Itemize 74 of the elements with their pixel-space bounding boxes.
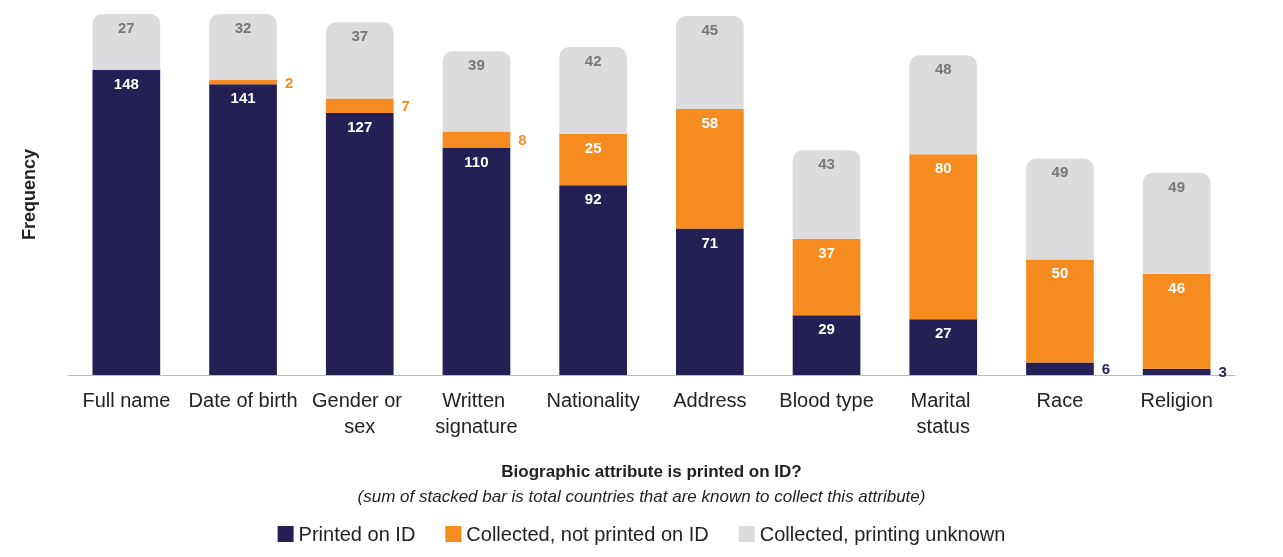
x-tick-label: Full name	[82, 389, 171, 411]
bar	[442, 131, 511, 149]
bar	[1142, 368, 1211, 375]
data-label: 50	[1051, 264, 1069, 282]
x-tick-label: Gender or sex	[311, 389, 408, 437]
data-label: 2	[284, 73, 294, 91]
bar	[792, 238, 861, 316]
legend-label: Printed on ID	[298, 523, 416, 545]
bar	[559, 133, 627, 186]
data-label: 42	[584, 52, 602, 70]
bar	[209, 80, 277, 85]
bar	[792, 150, 861, 239]
data-label: 7	[401, 97, 410, 115]
data-label: 80	[934, 159, 952, 177]
data-label: 27	[118, 19, 135, 36]
x-tick-label: Race	[1036, 389, 1084, 411]
data-label: 58	[701, 113, 719, 131]
bar	[1142, 172, 1211, 274]
bar	[325, 98, 394, 114]
bar	[325, 22, 394, 99]
bar	[792, 315, 861, 375]
data-label: 3	[1218, 363, 1227, 381]
data-label: 141	[230, 89, 256, 107]
x-tick-label: Written signature	[435, 389, 518, 437]
data-label: 32	[234, 19, 252, 36]
data-label: 110	[464, 153, 489, 171]
data-label: 49	[1168, 177, 1185, 195]
bar	[676, 16, 744, 109]
bar	[909, 319, 978, 375]
data-label: 37	[351, 27, 369, 45]
data-label: 25	[584, 138, 602, 156]
bar	[209, 14, 277, 81]
text: (sum of stacked bar is total countries that are known to collect this attribute)	[357, 487, 926, 506]
bar	[92, 14, 161, 70]
bar	[676, 108, 744, 229]
bar	[442, 148, 511, 375]
bar	[1026, 158, 1094, 260]
bar	[1142, 273, 1211, 369]
data-label: 37	[818, 243, 835, 261]
x-tick-label: Nationality	[546, 389, 640, 411]
bar	[559, 47, 627, 134]
x-tick-label: Religion	[1140, 389, 1213, 411]
data-label: 148	[113, 74, 139, 92]
data-label: 92	[584, 190, 602, 208]
data-label: 49	[1051, 163, 1069, 181]
data-label: 8	[518, 131, 527, 149]
data-label: 71	[701, 233, 719, 251]
bar	[442, 51, 511, 132]
x-tick-label: Date of birth	[188, 389, 298, 411]
bar	[92, 69, 161, 375]
bar	[209, 84, 277, 375]
data-label: 127	[347, 118, 373, 136]
bar	[909, 154, 978, 320]
data-label: 27	[934, 324, 952, 342]
legend-label: Collected, printing unknown	[759, 523, 1006, 545]
x-tick-label: Address	[673, 389, 747, 411]
legend-label: Collected, not printed on ID	[466, 523, 709, 545]
data-label: 39	[468, 56, 485, 74]
data-label: 46	[1168, 278, 1185, 296]
bar	[676, 228, 744, 375]
x-axis-title: Biographic attribute is printed on ID?	[501, 462, 802, 481]
y-axis-title: Frequency	[19, 148, 39, 241]
bar	[325, 113, 394, 375]
bar	[559, 185, 627, 375]
x-tick-label: Marital status	[910, 389, 977, 437]
bar	[909, 55, 978, 155]
data-label: 29	[818, 320, 835, 338]
data-label: 45	[701, 21, 719, 39]
data-label: 6	[1101, 360, 1111, 378]
x-tick-label: Blood type	[779, 389, 874, 411]
bar	[1026, 259, 1094, 363]
bar	[1026, 362, 1094, 375]
data-label: 43	[818, 155, 835, 173]
data-label: 48	[934, 60, 952, 78]
